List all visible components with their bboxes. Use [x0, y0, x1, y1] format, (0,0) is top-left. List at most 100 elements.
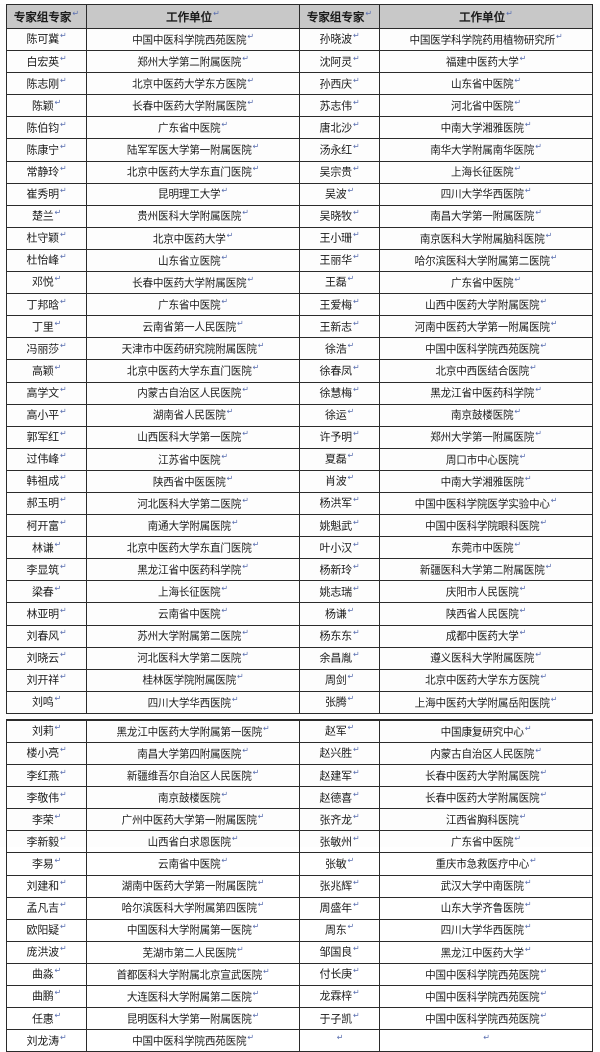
expert-name-left: 李红燕↵ — [6, 764, 87, 788]
expert-unit-left-text: 北京中医药大学东方医院 — [132, 78, 247, 91]
expert-unit-left-text: 桂林医学院附属医院 — [142, 674, 237, 687]
expert-name-right-text: 赵德喜 — [319, 792, 353, 805]
expert-name-right: 徐春凤↵ — [299, 359, 380, 383]
paragraph-mark-icon: ↵ — [519, 606, 527, 616]
expert-name-right: 苏志伟↵ — [299, 94, 380, 118]
expert-name-right-text: 杨东东 — [319, 630, 353, 643]
expert-roster-table: 专家组专家↵ 工作单位↵ 专家组专家↵ 工作单位↵ 陈可冀↵ 中国中医科学院西苑医… — [6, 4, 593, 1052]
paragraph-mark-icon: ↵ — [352, 119, 360, 129]
expert-unit-left: 云南省中医院↵ — [86, 852, 300, 876]
expert-unit-left: 陕西省中医医院↵ — [86, 469, 300, 493]
paragraph-mark-icon: ↵ — [221, 584, 228, 594]
expert-unit-left: 四川大学华西医院↵ — [86, 690, 300, 714]
expert-name-right-text: 沈阿灵 — [319, 56, 353, 69]
expert-unit-right: ↵ — [379, 1029, 593, 1052]
paragraph-mark-icon: ↵ — [221, 252, 228, 262]
expert-unit-right: 陕西省人民医院↵ — [379, 602, 593, 626]
expert-unit-left: 南昌大学第四附属医院↵ — [86, 741, 300, 766]
expert-unit-right: 四川大学华西医院↵ — [379, 182, 593, 206]
expert-name-left: 韩祖成↵ — [6, 469, 87, 493]
expert-name-right: 周盛年↵ — [299, 896, 380, 920]
table-row: 刘建和↵ 湖南中医药大学第一附属医院↵ 张兆辉↵ 武汉大学中南医院↵ — [6, 874, 593, 898]
paragraph-mark-icon: ↵ — [352, 429, 360, 439]
expert-unit-right: 中国康复研究中心↵ — [379, 718, 593, 743]
table-row: 庞洪波↵ 芜湖市第二人民医院↵ 邹国良↵ 黑龙江中医药大学↵ — [6, 940, 593, 964]
expert-name-right: 周剑↵ — [299, 668, 380, 692]
expert-unit-right-text: 黑龙江省中医药科学院 — [430, 387, 535, 400]
expert-name-left-text: 过伟峰 — [26, 453, 60, 466]
expert-name-right: 叶小汉↵ — [299, 536, 380, 560]
paragraph-mark-icon: ↵ — [247, 98, 254, 107]
expert-name-right: 张腾↵ — [299, 690, 380, 714]
table-row: 陈康宁↵ 陆军军医大学第一附属医院↵ 汤永红↵ 南华大学附属南华医院↵ — [6, 138, 593, 162]
expert-unit-left: 长春中医药大学附属医院↵ — [86, 94, 300, 118]
expert-unit-right-text: 南华大学附属南华医院 — [430, 144, 535, 157]
page-break-separator — [6, 713, 593, 720]
expert-name-left-text: 杜怡峰 — [26, 255, 60, 268]
expert-name-left: 冯丽莎↵ — [6, 337, 87, 361]
paragraph-mark-icon: ↵ — [352, 318, 360, 328]
expert-name-left: 孟凡吉↵ — [6, 896, 87, 920]
expert-unit-right: 中国中医科学院西苑医院↵ — [379, 962, 593, 987]
expert-unit-left: 山西省白求恩医院↵ — [86, 830, 300, 854]
paragraph-mark-icon: ↵ — [347, 922, 355, 932]
table-row: 李荣↵ 广州中医药大学第一附属医院↵ 张齐龙↵ 江西省胸科医院↵ — [6, 808, 593, 832]
table-row: 高小平↵ 湖南省人民医院↵ 徐运↵ 南京鼓楼医院↵ — [6, 403, 593, 427]
paragraph-mark-icon: ↵ — [59, 789, 67, 799]
expert-unit-right-text: 中国中医科学院西苑医院 — [425, 1013, 540, 1026]
paragraph-mark-icon: ↵ — [59, 745, 67, 755]
expert-unit-right: 东莞市中医院↵ — [379, 536, 593, 560]
expert-name-left: 曲淼↵ — [6, 962, 87, 987]
expert-name-left-text: 韩祖成 — [26, 475, 60, 488]
table-row: 楚兰↵ 贵州医科大学附属医院↵ 吴晓牧↵ 南昌大学第一附属医院↵ — [6, 204, 593, 228]
expert-name-left: 陈伯钧↵ — [6, 116, 87, 140]
paragraph-mark-icon: ↵ — [519, 451, 527, 461]
expert-name-left-text: 刘开祥 — [26, 674, 60, 687]
expert-unit-right: 北京中医药大学东方医院↵ — [379, 668, 593, 692]
paragraph-mark-icon: ↵ — [247, 274, 254, 284]
expert-unit-left: 广东省中医院↵ — [86, 116, 300, 140]
expert-unit-right-text: 中国中医科学院西苑医院 — [425, 969, 540, 982]
expert-name-right: 徐浩↵ — [299, 337, 380, 361]
expert-unit-left-text: 天津市中医药研究院附属医院 — [121, 343, 257, 356]
expert-unit-left: 芜湖市第二人民医院↵ — [86, 940, 300, 964]
expert-name-left-text: 刘建和 — [26, 880, 60, 893]
expert-name-left: 李显筑↵ — [6, 558, 87, 582]
expert-unit-right: 郑州大学第一附属医院↵ — [379, 425, 593, 449]
expert-name-right-text: 王丽华 — [319, 255, 353, 268]
expert-unit-left: 北京中医药大学↵ — [86, 226, 300, 250]
expert-name-left-text: 陈志刚 — [26, 78, 60, 91]
paragraph-mark-icon: ↵ — [257, 341, 265, 351]
paragraph-mark-icon: ↵ — [524, 878, 532, 888]
paragraph-mark-icon: ↵ — [514, 98, 521, 107]
paragraph-mark-icon: ↵ — [252, 988, 260, 998]
paragraph-mark-icon: ↵ — [347, 473, 355, 483]
expert-unit-right: 南华大学附属南华医院↵ — [379, 138, 593, 162]
paragraph-mark-icon: ↵ — [524, 120, 532, 130]
expert-name-right-text: 许予明 — [319, 431, 353, 444]
expert-name-right: 张敏州↵ — [299, 830, 380, 854]
expert-unit-right: 内蒙古自治区人民医院↵ — [379, 741, 593, 766]
paragraph-mark-icon: ↵ — [247, 31, 254, 41]
expert-name-right-text: 余昌胤 — [319, 652, 353, 665]
expert-name-right-text: 王小珊 — [319, 232, 353, 245]
paragraph-mark-icon: ↵ — [226, 230, 234, 240]
table-row: 林亚明↵ 云南省中医院↵ 杨谦↵ 陕西省人民医院↵ — [6, 602, 593, 626]
expert-unit-right: 四川大学华西医院↵ — [379, 918, 593, 942]
expert-unit-right: 周口市中心医院↵ — [379, 447, 593, 471]
paragraph-mark-icon: ↵ — [347, 694, 355, 704]
expert-name-right: 沈阿灵↵ — [299, 50, 380, 74]
paragraph-mark-icon: ↵ — [252, 539, 260, 549]
paragraph-mark-icon: ↵ — [263, 966, 270, 976]
expert-name-left: 刘建和↵ — [6, 874, 87, 898]
paragraph-mark-icon: ↵ — [347, 855, 355, 865]
paragraph-mark-icon: ↵ — [252, 1010, 260, 1020]
expert-name-right: 姚志瑞↵ — [299, 580, 380, 604]
paragraph-mark-icon: ↵ — [252, 767, 260, 777]
expert-unit-left-text: 黑龙江中医药大学附属第一医院 — [116, 726, 262, 739]
expert-name-right: 杨谦↵ — [299, 602, 380, 626]
expert-name-right: 徐运↵ — [299, 403, 380, 427]
expert-name-right-text: 张腾 — [324, 696, 347, 709]
column-header-unit-right: 工作单位↵ — [379, 4, 593, 29]
expert-unit-left: 北京中医药大学东方医院↵ — [86, 72, 300, 96]
